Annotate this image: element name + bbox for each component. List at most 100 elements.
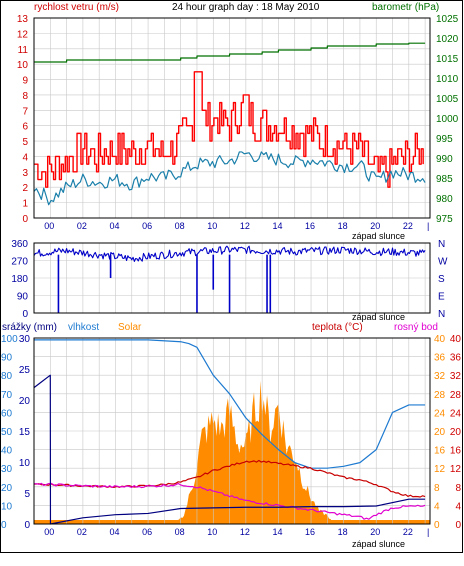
wind-direction-line [33, 245, 426, 262]
pressure-y-tick-label: 1020 [436, 34, 459, 45]
climate-x-tick-end: | [427, 527, 429, 537]
wind-y-tick-label: 10 [17, 60, 29, 71]
wind-y-tick-label: 7 [22, 106, 28, 117]
wind-y-tick-label: 2 [22, 183, 28, 194]
climate-x-tick-label: 16 [305, 527, 315, 537]
climate-x-tick-label: 06 [142, 527, 152, 537]
solar-y-tick-label: 40 [434, 334, 446, 345]
wind-y-tick-label: 3 [22, 168, 28, 179]
pressure-y-tick-label: 1025 [436, 14, 459, 25]
rain-line [33, 374, 426, 525]
wind-y-tick-label: 11 [18, 45, 29, 56]
temperature-y-tick-label: 32 [450, 371, 462, 382]
wind-y-tick-label: 4 [22, 152, 28, 163]
solar-y-tick-label: 4 [434, 501, 440, 512]
wind-average-line [33, 151, 426, 206]
temperature-y-tick-label: 20 [450, 427, 462, 438]
direction-compass-label: W [438, 257, 448, 268]
wind-y-tick-label: 1 [22, 199, 28, 210]
humidity-y-tick-label: 40 [1, 446, 13, 457]
direction-compass-label: S [438, 274, 445, 285]
direction-plot-frame [33, 242, 431, 314]
legend-rain: srážky (mm) [2, 322, 57, 333]
wind-y-tick-label: 5 [22, 137, 28, 148]
graph-title: 24 hour graph day : 18 May 2010 [172, 2, 320, 13]
wind-x-tick-label: 22 [403, 221, 413, 231]
humidity-y-tick-label: 90 [1, 353, 13, 364]
wind-x-tick-label: 14 [272, 221, 282, 231]
pressure-y-tick-label: 1000 [436, 114, 459, 125]
climate-x-tick-label: 14 [272, 527, 282, 537]
humidity-y-tick-label: 80 [1, 371, 13, 382]
solar-y-tick-label: 12 [434, 464, 446, 475]
temperature-y-tick-label: 8 [455, 483, 461, 494]
sunset-label-3: západ slunce [352, 539, 405, 549]
direction-compass-label: E [438, 292, 445, 303]
temperature-y-tick-label: 0 [455, 520, 461, 531]
climate-x-tick-label: 22 [403, 527, 413, 537]
direction-y-tick-label: 180 [11, 274, 28, 285]
rain-y-tick-label: 10 [19, 458, 31, 469]
temperature-y-tick-label: 16 [450, 446, 462, 457]
wind-y-tick-label: 13 [17, 14, 29, 25]
wind-x-tick-label: 06 [142, 221, 152, 231]
wind-x-tick-label: 10 [207, 221, 217, 231]
climate-x-tick-label: 10 [207, 527, 217, 537]
direction-compass-label: N [438, 239, 445, 250]
solar-y-tick-label: 28 [434, 390, 446, 401]
legend-humidity: vlhkost [68, 322, 99, 333]
sunset-label-2: západ slunce [352, 312, 405, 322]
rain-y-tick-label: 25 [19, 365, 31, 376]
humidity-y-tick-label: 50 [1, 427, 13, 438]
wind-y-tick-label: 12 [17, 29, 29, 40]
temperature-y-tick-label: 4 [455, 501, 461, 512]
solar-y-tick-label: 32 [434, 371, 446, 382]
wind-plot-frame [33, 17, 431, 219]
solar-y-tick-label: 24 [434, 408, 446, 419]
pressure-y-tick-label: 995 [436, 134, 453, 145]
direction-compass-label: N [438, 309, 445, 320]
pressure-line [34, 42, 426, 63]
sunset-label-1: západ slunce [352, 231, 405, 241]
wind-gust-line [34, 71, 424, 188]
rain-y-tick-label: 30 [19, 334, 31, 345]
direction-y-tick-label: 360 [11, 239, 28, 250]
pressure-y-tick-label: 975 [436, 214, 453, 225]
humidity-y-tick-label: 100 [1, 334, 18, 345]
humidity-y-tick-label: 20 [1, 483, 13, 494]
pressure-y-tick-label: 1010 [436, 74, 459, 85]
wind-y-tick-label: 0 [22, 214, 28, 225]
humidity-y-tick-label: 70 [1, 390, 13, 401]
pressure-axis-title: barometr (hPa) [372, 2, 439, 13]
solar-y-tick-label: 8 [434, 483, 440, 494]
rain-y-tick-label: 5 [24, 489, 30, 500]
climate-plot-frame [33, 337, 431, 525]
humidity-y-tick-label: 60 [1, 408, 13, 419]
wind-x-tick-label: 04 [109, 221, 119, 231]
temperature-y-tick-label: 36 [450, 353, 462, 364]
pressure-y-tick-label: 990 [436, 154, 453, 165]
pressure-y-tick-label: 980 [436, 194, 453, 205]
legend-dew-point: rosný bod [394, 322, 438, 333]
direction-y-tick-label: 90 [17, 292, 29, 303]
graph-frame [0, 0, 463, 553]
legend-temperature: teplota (°C) [312, 322, 363, 333]
temperature-y-tick-label: 28 [450, 390, 462, 401]
temperature-y-tick-label: 12 [450, 464, 462, 475]
wind-x-tick-label: 20 [370, 221, 380, 231]
dew-point-line [33, 482, 426, 520]
rain-y-tick-label: 15 [19, 427, 31, 438]
solar-y-tick-label: 20 [434, 427, 446, 438]
climate-x-tick-label: 20 [370, 527, 380, 537]
pressure-y-tick-label: 1015 [436, 54, 459, 65]
wind-y-tick-label: 9 [22, 76, 28, 87]
solar-area [172, 380, 347, 524]
wind-y-tick-label: 8 [22, 91, 28, 102]
humidity-y-tick-label: 0 [1, 520, 7, 531]
temperature-y-tick-label: 24 [450, 408, 462, 419]
temperature-y-tick-label: 40 [450, 334, 462, 345]
pressure-y-tick-label: 1005 [436, 94, 459, 105]
humidity-y-tick-label: 30 [1, 464, 13, 475]
humidity-y-tick-label: 10 [1, 501, 13, 512]
